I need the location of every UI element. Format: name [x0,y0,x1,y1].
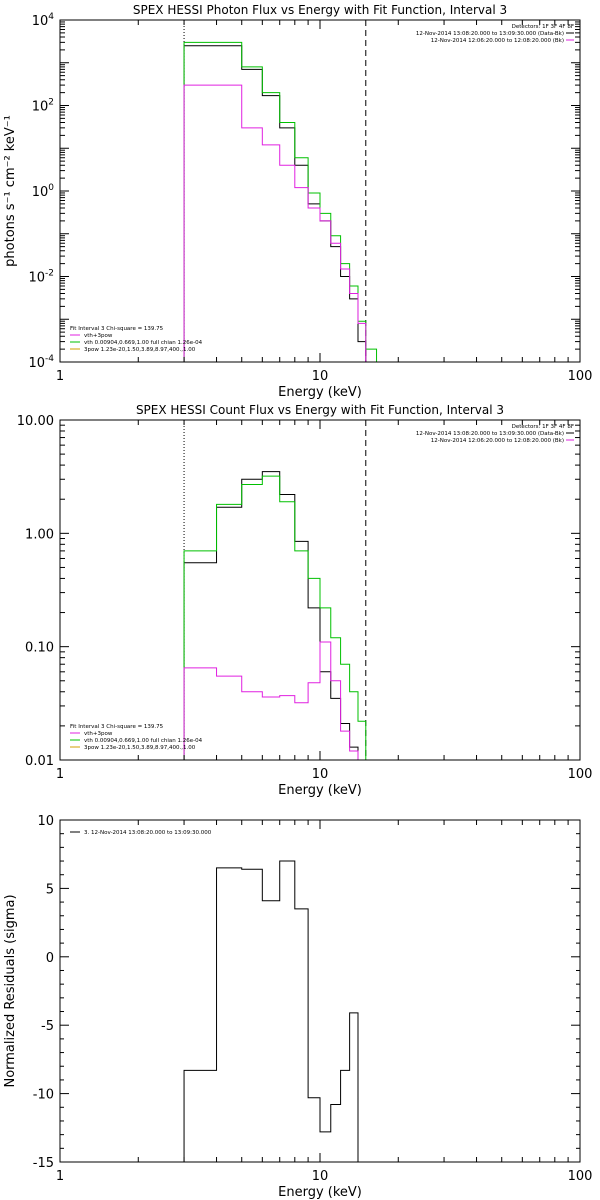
fit-legend-entry: 3. 12-Nov-2014 13:08:20.000 to 13:09:30.… [84,830,212,836]
x-tick-label: 10 [312,767,329,782]
plot-frame [59,19,581,363]
y-axis-label: Normalized Residuals (sigma) [3,894,18,1087]
x-tick-label: 1 [56,369,64,384]
y-tick-label: 100 [32,183,55,200]
y-tick-label: 10-4 [28,354,54,371]
fit-legend-entry: vth+3pow [84,333,113,339]
y-tick-label: 5 [46,882,54,897]
x-tick-label: 10 [312,369,329,384]
y-tick-label: 0.10 [25,641,54,656]
fit-legend-entry: vth+3pow [84,731,113,737]
series-line-2 [183,475,374,760]
y-tick-label: 0.01 [25,754,54,769]
y-tick-label: 10 [37,814,54,829]
x-tick-label: 1 [56,1169,64,1184]
fit-legend-header: Fit Interval 3 Chi-square = 139.75 [70,326,164,332]
fit-legend-entry: vth 0.00904,0.669,1.00 full chian 1.26e-… [84,738,203,744]
y-tick-label: -10 [33,1088,54,1103]
legend-header: Detectors: 1F 3F 4F 8F [512,24,574,30]
x-tick-label: 100 [568,1169,593,1184]
series-line-1 [183,471,366,760]
x-tick-label: 1 [56,767,64,782]
legend-entry: 12-Nov-2014 13:08:20.000 to 13:09:30.000… [416,431,564,437]
y-tick-label: 104 [32,12,55,29]
y-tick-label: 102 [32,98,54,115]
fit-legend-entry: 3pow 1.23e-20,1.50,3.89,8.97,400.,1.00 [84,745,196,751]
x-tick-label: 10 [312,1169,329,1184]
y-tick-label: 0 [46,951,54,966]
series-line-3 [183,84,367,362]
y-tick-label: -5 [41,1019,54,1034]
chart-panel-2: SPEX HESSI Count Flux vs Energy with Fit… [17,403,593,798]
y-tick-label: -15 [33,1156,54,1171]
x-axis-label: Energy (keV) [278,385,362,400]
x-axis-label: Energy (keV) [278,1185,362,1200]
y-tick-label: 10-2 [28,269,54,286]
legend-entry: 12-Nov-2014 13:08:20.000 to 13:09:30.000… [416,31,564,37]
chart-title: SPEX HESSI Photon Flux vs Energy with Fi… [133,3,507,17]
legend-entry: 12-Nov-2014 12:06:20.000 to 12:08:20.000… [431,38,564,44]
series-line-1 [183,860,366,1162]
y-tick-label: 10.00 [17,414,54,429]
chart-panel-1: SPEX HESSI Photon Flux vs Energy with Fi… [3,3,592,400]
series-line-3 [183,641,366,760]
legend-entry: 12-Nov-2014 12:06:20.000 to 12:08:20.000… [431,438,564,444]
x-tick-label: 100 [568,369,593,384]
x-axis-label: Energy (keV) [278,783,362,798]
y-axis-label: photons s⁻¹ cm⁻² keV⁻¹ [3,115,18,267]
fit-legend-header: Fit Interval 3 Chi-square = 139.75 [70,724,164,730]
y-tick-label: 1.00 [25,527,54,542]
legend-header: Detectors: 1F 3F 4F 8F [512,424,574,430]
series-line-1 [183,45,367,362]
fit-legend-entry: 3pow 1.23e-20,1.50,3.89,8.97,400.,1.00 [84,347,196,353]
chart-title: SPEX HESSI Count Flux vs Energy with Fit… [136,403,504,417]
x-tick-label: 100 [568,767,593,782]
series-line-2 [183,41,387,362]
fit-legend-entry: vth 0.00904,0.669,1.00 full chian 1.26e-… [84,340,203,346]
